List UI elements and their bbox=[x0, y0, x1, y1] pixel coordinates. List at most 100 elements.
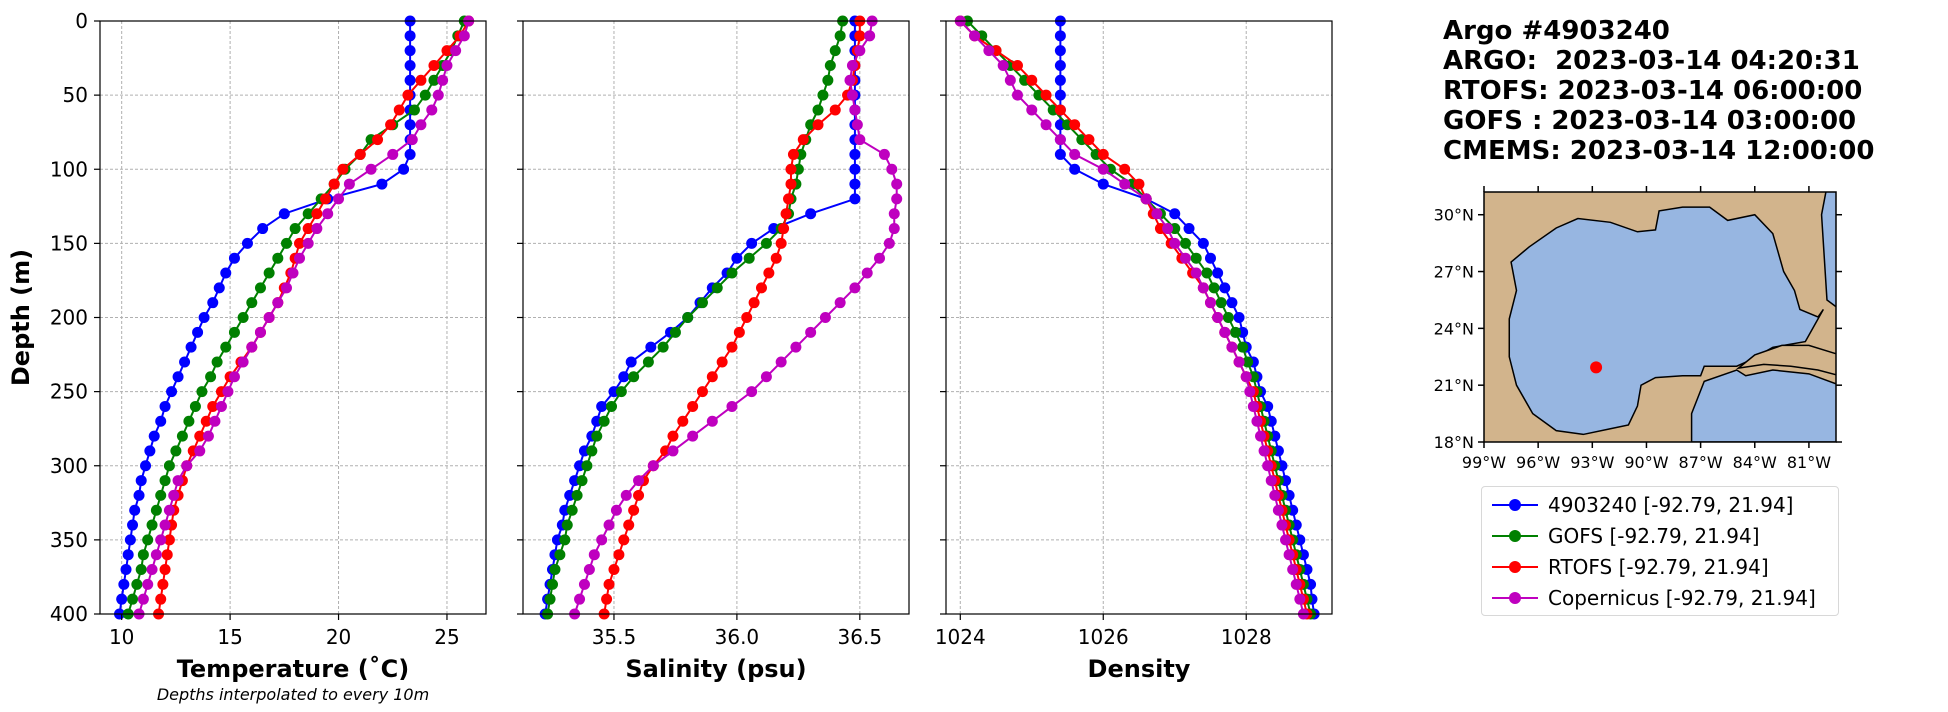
data-point-copernicus bbox=[1258, 445, 1270, 457]
data-point-gofs bbox=[142, 534, 154, 546]
data-point-gofs bbox=[598, 415, 610, 427]
data-point-gofs bbox=[743, 252, 755, 264]
data-point-gofs bbox=[1215, 297, 1227, 309]
data-point-rtofs bbox=[163, 534, 175, 546]
data-point-copernicus bbox=[1233, 356, 1245, 368]
data-point-copernicus bbox=[1190, 267, 1202, 279]
data-point-copernicus bbox=[311, 223, 323, 235]
data-point-rtofs bbox=[797, 134, 809, 146]
data-point-rtofs bbox=[785, 163, 797, 175]
data-point-copernicus bbox=[222, 386, 234, 398]
data-point-rtofs bbox=[628, 504, 640, 516]
data-point-4903240 bbox=[257, 223, 269, 235]
data-point-copernicus bbox=[1247, 400, 1259, 412]
data-point-copernicus bbox=[790, 341, 802, 353]
data-point-rtofs bbox=[726, 341, 738, 353]
data-point-rtofs bbox=[1133, 178, 1145, 190]
data-point-copernicus bbox=[805, 326, 817, 338]
data-point-copernicus bbox=[844, 74, 856, 86]
data-point-gofs bbox=[419, 89, 431, 101]
data-point-gofs bbox=[576, 475, 588, 487]
data-point-copernicus bbox=[588, 549, 600, 561]
data-point-4903240 bbox=[1054, 45, 1066, 57]
data-point-4903240 bbox=[116, 593, 128, 605]
data-point-4903240 bbox=[1169, 208, 1181, 220]
data-point-rtofs bbox=[157, 578, 169, 590]
data-point-copernicus bbox=[287, 267, 299, 279]
data-point-rtofs bbox=[1040, 89, 1052, 101]
data-point-copernicus bbox=[294, 252, 306, 264]
map-water bbox=[1508, 192, 1836, 442]
data-point-gofs bbox=[127, 593, 139, 605]
data-point-copernicus bbox=[846, 59, 858, 71]
data-point-4903240 bbox=[172, 371, 184, 383]
data-point-4903240 bbox=[241, 237, 253, 249]
data-point-copernicus bbox=[1026, 104, 1038, 116]
data-point-4903240 bbox=[1197, 237, 1209, 249]
data-point-rtofs bbox=[194, 430, 206, 442]
data-point-4903240 bbox=[192, 326, 204, 338]
info-block: Argo #4903240 ARGO: 2023-03-14 04:20:31 RT… bbox=[1443, 16, 1874, 166]
data-point-4903240 bbox=[404, 45, 416, 57]
data-point-copernicus bbox=[1151, 208, 1163, 220]
legend-swatch-gofs bbox=[1492, 530, 1538, 542]
data-point-rtofs bbox=[372, 134, 384, 146]
data-point-4903240 bbox=[1212, 267, 1224, 279]
data-point-copernicus bbox=[202, 430, 214, 442]
data-point-rtofs bbox=[854, 30, 866, 42]
data-point-copernicus bbox=[1040, 119, 1052, 131]
data-point-copernicus bbox=[574, 593, 586, 605]
data-point-copernicus bbox=[861, 267, 873, 279]
data-point-4903240 bbox=[1054, 148, 1066, 160]
data-point-copernicus bbox=[1294, 593, 1306, 605]
data-point-copernicus bbox=[254, 326, 266, 338]
data-point-copernicus bbox=[997, 59, 1009, 71]
data-point-copernicus bbox=[209, 415, 221, 427]
data-point-copernicus bbox=[578, 578, 590, 590]
data-point-gofs bbox=[591, 430, 603, 442]
data-point-4903240 bbox=[135, 475, 147, 487]
data-point-4903240 bbox=[213, 282, 225, 294]
data-point-gofs bbox=[246, 297, 258, 309]
data-point-4903240 bbox=[398, 163, 410, 175]
data-point-rtofs bbox=[1097, 148, 1109, 160]
data-point-gofs bbox=[1208, 282, 1220, 294]
data-point-gofs bbox=[812, 104, 824, 116]
data-point-gofs bbox=[176, 430, 188, 442]
data-point-rtofs bbox=[385, 119, 397, 131]
data-point-gofs bbox=[159, 475, 171, 487]
data-point-gofs bbox=[183, 415, 195, 427]
data-point-4903240 bbox=[1219, 282, 1231, 294]
data-point-copernicus bbox=[849, 104, 861, 116]
data-point-copernicus bbox=[775, 356, 787, 368]
map-lon-label: 96°W bbox=[1516, 453, 1560, 472]
data-point-copernicus bbox=[1069, 148, 1081, 160]
legend-item-rtofs: RTOFS [-92.79, 21.94] bbox=[1482, 552, 1838, 582]
info-line-argo: ARGO: 2023-03-14 04:20:31 bbox=[1443, 46, 1860, 76]
data-point-gofs bbox=[581, 460, 593, 472]
data-point-4903240 bbox=[127, 519, 139, 531]
data-point-copernicus bbox=[168, 489, 180, 501]
y-axis-label: Depth (m) bbox=[7, 249, 35, 386]
data-point-rtofs bbox=[402, 89, 414, 101]
y-tick-label: 350 bbox=[50, 528, 88, 552]
data-point-gofs bbox=[1242, 356, 1254, 368]
atlantic-water bbox=[1820, 192, 1836, 308]
data-point-4903240 bbox=[207, 297, 219, 309]
data-point-copernicus bbox=[142, 578, 154, 590]
data-point-copernicus bbox=[1255, 430, 1267, 442]
data-point-gofs bbox=[1190, 252, 1202, 264]
data-point-gofs bbox=[131, 578, 143, 590]
data-point-copernicus bbox=[610, 504, 622, 516]
data-point-rtofs bbox=[677, 415, 689, 427]
data-point-gofs bbox=[628, 371, 640, 383]
data-point-copernicus bbox=[458, 30, 470, 42]
y-tick-label: 150 bbox=[50, 231, 88, 255]
data-point-gofs bbox=[561, 519, 573, 531]
data-point-copernicus bbox=[333, 193, 345, 205]
data-point-4903240 bbox=[849, 178, 861, 190]
data-point-4903240 bbox=[1097, 178, 1109, 190]
data-point-rtofs bbox=[829, 104, 841, 116]
y-tick-label: 200 bbox=[50, 306, 88, 330]
data-point-rtofs bbox=[1054, 104, 1066, 116]
